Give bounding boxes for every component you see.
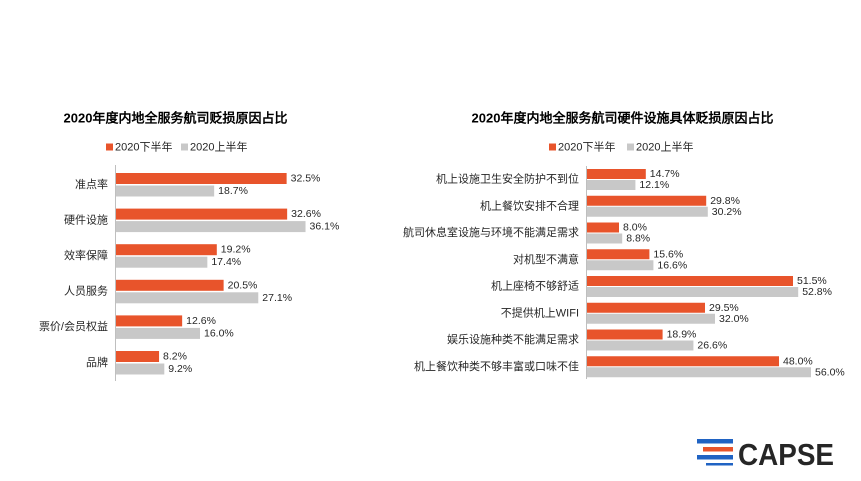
value-label-first-half-2020: 36.1% <box>310 221 340 233</box>
stripes-logo-icon <box>697 439 733 466</box>
chart-left: 2020年度内地全服务航司贬损原因占比 2020下半年 2020上半年 准点率 3… <box>39 111 340 381</box>
bar-second-half-2020 <box>116 279 224 291</box>
value-label-first-half-2020: 56.0% <box>815 366 845 378</box>
bar-first-half-2020 <box>587 180 636 190</box>
value-label-second-half-2020: 19.2% <box>221 244 251 256</box>
bar-first-half-2020 <box>587 287 799 297</box>
bar-second-half-2020 <box>587 329 663 340</box>
capse-logo: CAPSE <box>697 437 834 472</box>
chart-title: 2020年度内地全服务航司硬件设施具体贬损原因占比 <box>472 111 774 126</box>
bar-first-half-2020 <box>587 260 654 271</box>
legend-label-first-half-2020: 2020上半年 <box>190 140 247 154</box>
category-label: 机上设施卫生安全防护不到位 <box>436 172 579 186</box>
bar-first-half-2020 <box>116 221 306 233</box>
value-label-second-half-2020: 8.2% <box>163 351 187 363</box>
value-label-second-half-2020: 18.9% <box>667 329 697 341</box>
value-label-second-half-2020: 32.5% <box>291 173 321 185</box>
value-label-second-half-2020: 51.5% <box>797 275 827 287</box>
category-label: 效率保障 <box>64 248 108 262</box>
category-label: 对机型不满意 <box>513 252 579 266</box>
logo-stripe <box>703 447 733 452</box>
bar-second-half-2020 <box>587 169 646 179</box>
legend-swatch-first-half-2020 <box>181 143 188 151</box>
logo-stripe <box>697 455 733 460</box>
bar-first-half-2020 <box>116 363 165 375</box>
value-label-first-half-2020: 9.2% <box>168 363 192 375</box>
legend-label-first-half-2020: 2020上半年 <box>636 140 693 154</box>
value-label-first-half-2020: 16.0% <box>204 327 234 339</box>
bar-first-half-2020 <box>116 256 208 268</box>
value-label-second-half-2020: 32.6% <box>291 208 321 220</box>
category-label: 准点率 <box>75 177 108 191</box>
bar-second-half-2020 <box>116 173 287 184</box>
value-label-first-half-2020: 17.4% <box>211 256 241 268</box>
bar-first-half-2020 <box>587 367 811 378</box>
bar-first-half-2020 <box>587 340 694 351</box>
bar-second-half-2020 <box>116 351 160 362</box>
bar-second-half-2020 <box>587 302 705 313</box>
bar-first-half-2020 <box>587 206 708 217</box>
value-label-second-half-2020: 48.0% <box>783 355 813 367</box>
value-label-first-half-2020: 32.0% <box>719 313 749 325</box>
value-label-second-half-2020: 15.6% <box>653 248 683 260</box>
legend: 2020下半年 2020上半年 <box>549 140 693 154</box>
legend-swatch-second-half-2020 <box>106 143 113 151</box>
legend-label-second-half-2020: 2020下半年 <box>115 140 172 154</box>
value-label-first-half-2020: 26.6% <box>697 340 727 352</box>
logo-stripe <box>697 439 733 444</box>
bar-first-half-2020 <box>116 292 259 304</box>
category-label: 机上餐饮种类不够丰富或口味不佳 <box>414 359 579 373</box>
value-label-second-half-2020: 8.0% <box>623 222 647 234</box>
logo-stripe <box>706 463 733 466</box>
bar-first-half-2020 <box>587 313 715 324</box>
value-label-first-half-2020: 30.2% <box>712 206 742 218</box>
legend: 2020下半年 2020上半年 <box>106 140 247 154</box>
category-label: 机上餐饮安排不合理 <box>480 198 579 212</box>
value-label-second-half-2020: 12.6% <box>186 315 216 327</box>
value-label-first-half-2020: 27.1% <box>262 292 292 304</box>
legend-label-second-half-2020: 2020下半年 <box>558 140 615 154</box>
logo-text: CAPSE <box>738 437 834 472</box>
category-label: 不提供机上WIFI <box>501 305 579 319</box>
value-label-first-half-2020: 12.1% <box>639 179 669 191</box>
chart-right: 2020年度内地全服务航司硬件设施具体贬损原因占比 2020下半年 2020上半… <box>403 111 845 379</box>
category-label: 人员服务 <box>64 285 108 298</box>
bar-second-half-2020 <box>587 249 650 260</box>
bar-second-half-2020 <box>587 195 707 206</box>
value-label-first-half-2020: 52.8% <box>802 286 832 298</box>
bar-second-half-2020 <box>587 222 619 233</box>
category-label: 硬件设施 <box>64 213 108 226</box>
value-label-second-half-2020: 20.5% <box>228 279 258 291</box>
category-label: 票价/会员权益 <box>39 319 108 333</box>
legend-swatch-first-half-2020 <box>627 143 634 151</box>
value-label-second-half-2020: 29.5% <box>709 302 739 314</box>
bar-second-half-2020 <box>587 356 779 367</box>
bar-second-half-2020 <box>587 276 793 286</box>
bar-second-half-2020 <box>116 208 288 220</box>
value-label-first-half-2020: 18.7% <box>218 185 248 197</box>
category-label: 航司休息室设施与环境不能满足需求 <box>403 225 579 239</box>
value-label-first-half-2020: 8.8% <box>626 233 650 245</box>
value-label-first-half-2020: 16.6% <box>657 259 687 271</box>
value-label-second-half-2020: 14.7% <box>650 168 680 180</box>
legend-swatch-second-half-2020 <box>549 143 556 151</box>
bar-first-half-2020 <box>116 185 215 197</box>
value-label-second-half-2020: 29.8% <box>710 195 740 207</box>
category-label: 娱乐设施种类不能满足需求 <box>447 332 579 346</box>
category-label: 机上座椅不够舒适 <box>491 279 579 293</box>
chart-title: 2020年度内地全服务航司贬损原因占比 <box>64 111 288 126</box>
bar-second-half-2020 <box>116 244 217 256</box>
bar-first-half-2020 <box>116 327 200 339</box>
bar-second-half-2020 <box>116 315 183 327</box>
category-label: 品牌 <box>86 355 108 369</box>
bar-first-half-2020 <box>587 233 623 244</box>
